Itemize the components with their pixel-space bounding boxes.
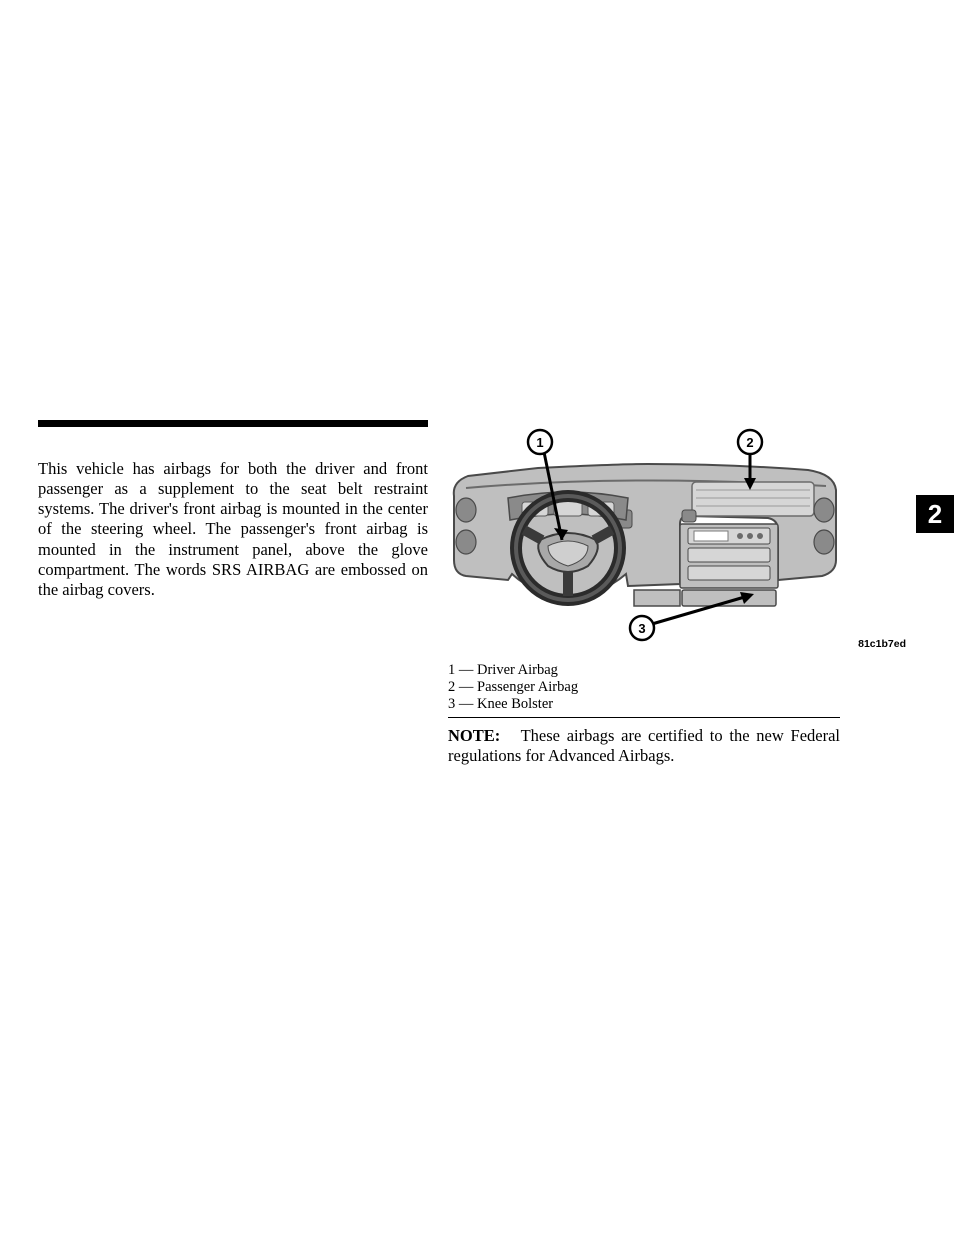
legend-line-3: 3 — Knee Bolster [448,696,840,713]
section-number-tab: 2 [916,495,954,533]
figure-legend: 1 — Driver Airbag 2 — Passenger Airbag 3… [448,662,840,718]
note-paragraph: NOTE: These airbags are certified to the… [448,726,840,766]
left-column: This vehicle has airbags for both the dr… [38,420,428,767]
callout-2-num: 2 [746,435,753,450]
body-paragraph: This vehicle has airbags for both the dr… [38,459,428,600]
divider-bar [38,420,428,427]
callout-3-num: 3 [638,621,645,636]
legend-line-2: 2 — Passenger Airbag [448,679,840,696]
dashboard-figure: 1 2 3 [448,420,916,646]
callout-1-num: 1 [536,435,543,450]
figure-row: 1 2 3 [448,420,916,646]
section-number: 2 [928,499,942,530]
legend-line-1: 1 — Driver Airbag [448,662,840,679]
dashboard-svg: 1 2 3 [448,420,840,646]
image-reference-code: 81c1b7ed [858,638,906,650]
right-column: 1 2 3 1 — Driver Airbag 2 — Passenger Ai… [448,420,916,767]
content-two-column: This vehicle has airbags for both the dr… [38,420,916,767]
page-container: 2 This vehicle has airbags for both the … [0,0,954,1235]
note-label: NOTE: [448,726,500,745]
